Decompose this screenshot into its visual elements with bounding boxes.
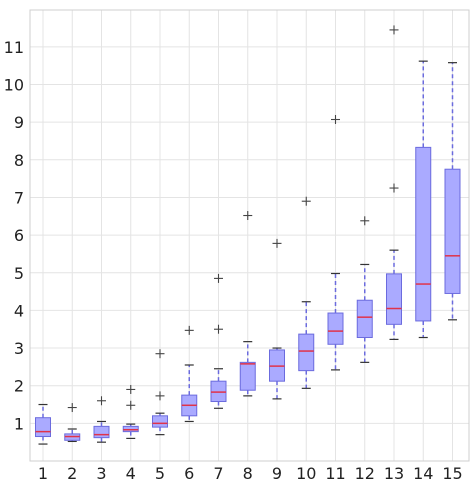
box-13 xyxy=(386,25,402,340)
x-tick-label: 7 xyxy=(213,464,223,483)
boxes-layer xyxy=(35,25,461,445)
flier-point xyxy=(331,115,340,125)
box-12 xyxy=(356,216,373,363)
flier-point xyxy=(243,211,253,221)
box-8 xyxy=(239,211,256,397)
y-tick-label: 2 xyxy=(14,377,24,396)
flier-point xyxy=(126,384,136,394)
box-10 xyxy=(298,196,315,389)
y-tick-label: 7 xyxy=(14,188,24,207)
box-body xyxy=(386,273,402,325)
box-4 xyxy=(122,384,139,440)
x-tick-label: 5 xyxy=(155,464,165,483)
x-tick-label: 1 xyxy=(38,464,48,483)
flier-point xyxy=(389,183,399,193)
box-15 xyxy=(444,62,461,321)
box-body xyxy=(415,146,432,322)
box-body xyxy=(444,168,461,294)
flier-point xyxy=(389,25,399,35)
x-tick-label: 9 xyxy=(272,464,282,483)
box-14 xyxy=(415,60,432,339)
flier-point xyxy=(126,400,136,410)
y-tick-label: 6 xyxy=(14,226,24,245)
box-6 xyxy=(181,325,198,423)
flier-point xyxy=(214,273,223,283)
box-9 xyxy=(269,238,285,400)
x-tick-label: 10 xyxy=(296,464,316,483)
box-5 xyxy=(152,349,168,436)
x-tick-label: 13 xyxy=(384,464,404,483)
x-tick-label: 14 xyxy=(413,464,433,483)
box-1 xyxy=(35,403,51,445)
box-3 xyxy=(93,396,110,443)
flier-point xyxy=(214,324,223,334)
box-body xyxy=(239,361,256,391)
box-body xyxy=(93,425,110,439)
box-11 xyxy=(327,115,344,371)
y-tick-label: 3 xyxy=(14,339,24,358)
flier-point xyxy=(67,403,77,413)
x-tick-label: 6 xyxy=(184,464,194,483)
box-2 xyxy=(64,403,81,443)
flier-point xyxy=(184,325,194,335)
plot-frame xyxy=(29,9,470,462)
flier-point xyxy=(155,391,165,401)
y-tick-label: 4 xyxy=(14,301,24,320)
box-body xyxy=(327,312,344,345)
flier-point xyxy=(301,196,311,206)
x-tick-label: 11 xyxy=(325,464,345,483)
x-tick-label: 12 xyxy=(355,464,375,483)
y-tick-label: 5 xyxy=(14,264,24,283)
box-body xyxy=(122,425,139,433)
box-body xyxy=(298,333,315,372)
grid-lines xyxy=(30,10,469,461)
y-tick-label: 8 xyxy=(14,151,24,170)
x-tick-labels: 1 2 3 4 5 6 7 8 9 10 11 12 13 14 15 xyxy=(38,464,463,483)
y-tick-label: 10 xyxy=(4,76,24,95)
y-tick-label: 9 xyxy=(14,113,24,132)
flier-point xyxy=(360,216,370,226)
flier-point xyxy=(97,396,106,406)
y-tick-label: 11 xyxy=(4,38,24,57)
flier-point xyxy=(155,349,165,359)
x-tick-label: 15 xyxy=(442,464,462,483)
x-tick-label: 4 xyxy=(126,464,136,483)
y-tick-labels: 1 2 3 4 5 6 7 8 9 10 11 xyxy=(4,38,24,434)
box-body xyxy=(210,380,227,403)
x-tick-label: 3 xyxy=(96,464,106,483)
x-tick-label: 8 xyxy=(243,464,253,483)
flier-point xyxy=(272,238,282,248)
box-body xyxy=(356,299,373,339)
box-body xyxy=(35,417,51,438)
y-tick-label: 1 xyxy=(14,414,24,433)
x-tick-label: 2 xyxy=(67,464,77,483)
box-body xyxy=(152,415,168,428)
box-7 xyxy=(210,273,227,409)
